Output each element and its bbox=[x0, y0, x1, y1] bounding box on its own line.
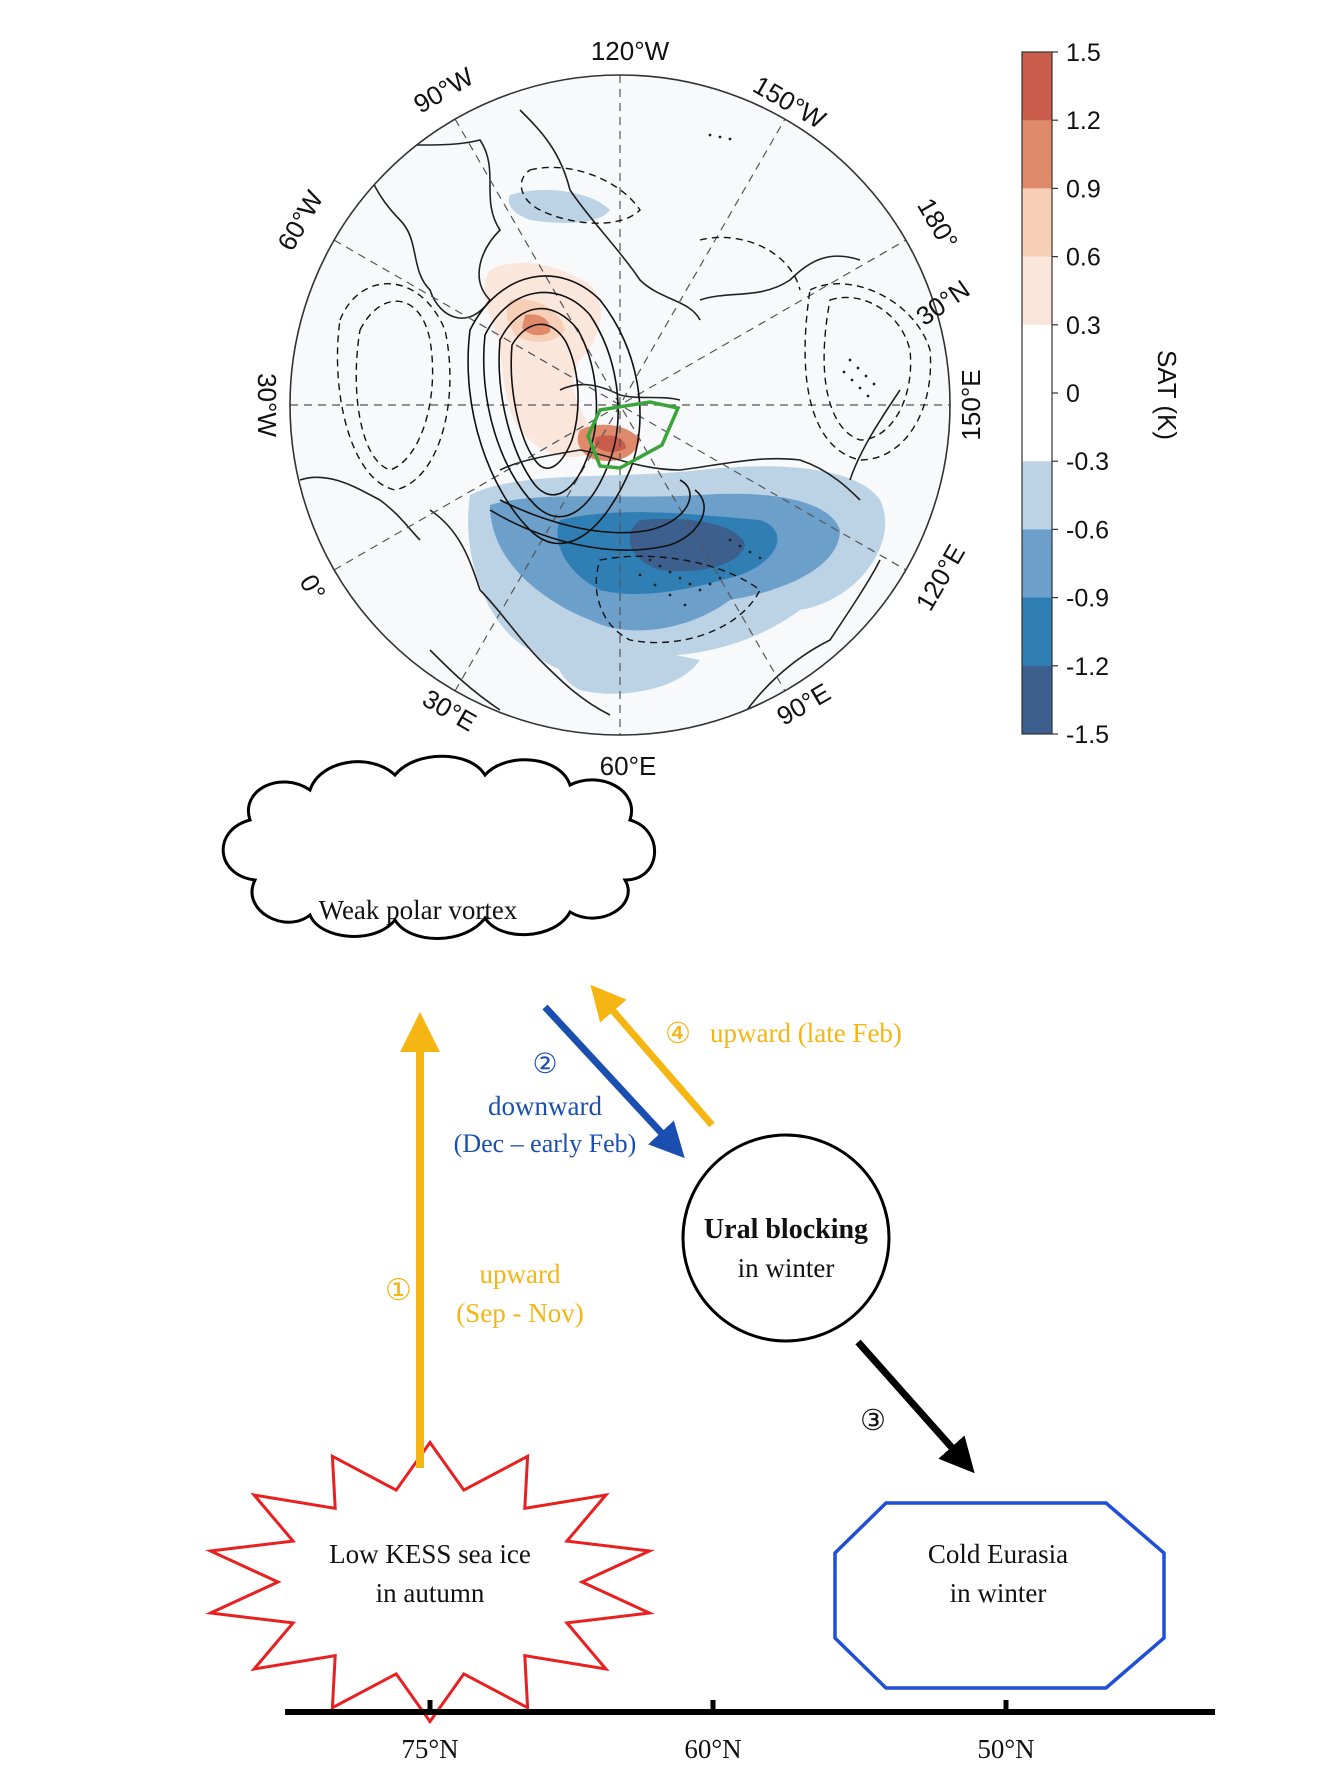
graticule bbox=[290, 75, 950, 735]
arrow1-label: upward bbox=[480, 1259, 561, 1289]
colorbar-swatch bbox=[1022, 256, 1052, 326]
ural-blocking-label: Ural blocking bbox=[704, 1214, 868, 1245]
ural-blocking-circle bbox=[681, 1133, 891, 1343]
colorbar-tick-label: 0.6 bbox=[1066, 244, 1101, 272]
lon-label: 60°E bbox=[600, 751, 657, 781]
ural-blocking-season: in winter bbox=[738, 1253, 835, 1283]
sea-ice-label-2: in autumn bbox=[376, 1578, 485, 1608]
lon-label: 0° bbox=[294, 569, 332, 606]
axis-tick-label: 50°N bbox=[977, 1734, 1034, 1764]
arrow2-number: ② bbox=[532, 1049, 557, 1080]
positive-contours bbox=[467, 275, 705, 551]
lon-label: 150°E bbox=[956, 369, 986, 440]
colorbar-swatch bbox=[1022, 597, 1052, 667]
polar-vortex-label: Weak polar vortex bbox=[319, 895, 518, 925]
arrow-downward-winter bbox=[542, 1004, 685, 1159]
cold-eurasia-octagon bbox=[833, 1501, 1166, 1690]
lon-label: 60°W bbox=[271, 185, 329, 256]
significance-stippling bbox=[638, 133, 876, 607]
lon-label: 90°W bbox=[408, 61, 479, 119]
colorbar-swatch bbox=[1022, 665, 1052, 735]
coastlines bbox=[299, 109, 901, 721]
polar-vortex-cloud bbox=[221, 754, 656, 940]
cold-eurasia-label-2: in winter bbox=[950, 1578, 1047, 1608]
negative-contours bbox=[336, 166, 932, 644]
colorbar-tick-label: 0 bbox=[1066, 380, 1080, 408]
arrow3-number: ③ bbox=[860, 1405, 886, 1437]
colorbar-tick-label: 0.3 bbox=[1066, 312, 1101, 340]
polar-map: 120°W 150°W 180° 150°E 120°E 90°E 60°E 3… bbox=[252, 36, 986, 781]
colorbar: 1.5 1.2 0.9 0.6 0.3 0 -0.3 -0.6 -0.9 -1.2 -1.5 SAT… bbox=[1021, 39, 1182, 749]
colorbar-swatch bbox=[1022, 461, 1052, 530]
arrow1-number: ① bbox=[385, 1274, 412, 1307]
colorbar-ticks: 1.5 1.2 0.9 0.6 0.3 0 -0.3 -0.6 -0.9 -1.2 -1.5 bbox=[1052, 39, 1109, 749]
arrow-blocking-to-eurasia bbox=[855, 1339, 975, 1474]
colorbar-swatch bbox=[1022, 52, 1052, 121]
axis-tick-label: 60°N bbox=[684, 1734, 741, 1764]
arrow1-period: (Sep - Nov) bbox=[456, 1298, 583, 1328]
cold-eurasia-label-1: Cold Eurasia bbox=[928, 1539, 1068, 1569]
colorbar-swatches bbox=[1022, 52, 1052, 735]
colorbar-tick-label: -0.9 bbox=[1066, 585, 1109, 613]
arrow4-label: upward (late Feb) bbox=[710, 1018, 902, 1048]
colorbar-tick-label: -1.5 bbox=[1066, 721, 1109, 749]
arrow4-number: ④ bbox=[665, 1018, 691, 1050]
colorbar-tick-label: 1.5 bbox=[1066, 39, 1101, 67]
colorbar-title: SAT (K) bbox=[1152, 350, 1182, 440]
colorbar-swatch bbox=[1022, 324, 1052, 394]
sea-ice-label-1: Low KESS sea ice bbox=[329, 1539, 531, 1569]
colorbar-tick-label: -0.3 bbox=[1066, 448, 1109, 476]
sea-ice-star bbox=[205, 1439, 655, 1725]
kess-region-outline bbox=[586, 400, 681, 470]
colorbar-tick-label: 0.9 bbox=[1066, 175, 1101, 203]
colorbar-swatch bbox=[1022, 120, 1052, 189]
axis-tick-label: 75°N bbox=[401, 1734, 458, 1764]
lon-label: 120°E bbox=[909, 539, 971, 616]
colorbar-swatch bbox=[1022, 529, 1052, 599]
arrow-upward-late-feb bbox=[590, 984, 715, 1128]
colorbar-tick-label: -1.2 bbox=[1066, 653, 1109, 681]
map-boundary bbox=[289, 74, 951, 736]
colorbar-tick-label: 1.2 bbox=[1066, 107, 1101, 135]
colorbar-tick-label: -0.6 bbox=[1066, 516, 1109, 544]
colorbar-swatch bbox=[1022, 188, 1052, 258]
colorbar-swatch bbox=[1022, 393, 1052, 462]
lon-label: 180° bbox=[911, 193, 964, 255]
lon-label: 120°W bbox=[591, 36, 670, 66]
schematic-diagram: Weak polar vortex Ural blocking in winte… bbox=[205, 754, 1215, 1764]
lon-label: 30°W bbox=[252, 373, 282, 437]
arrow2-period: (Dec – early Feb) bbox=[454, 1129, 637, 1158]
arrow2-label: downward bbox=[488, 1091, 602, 1121]
